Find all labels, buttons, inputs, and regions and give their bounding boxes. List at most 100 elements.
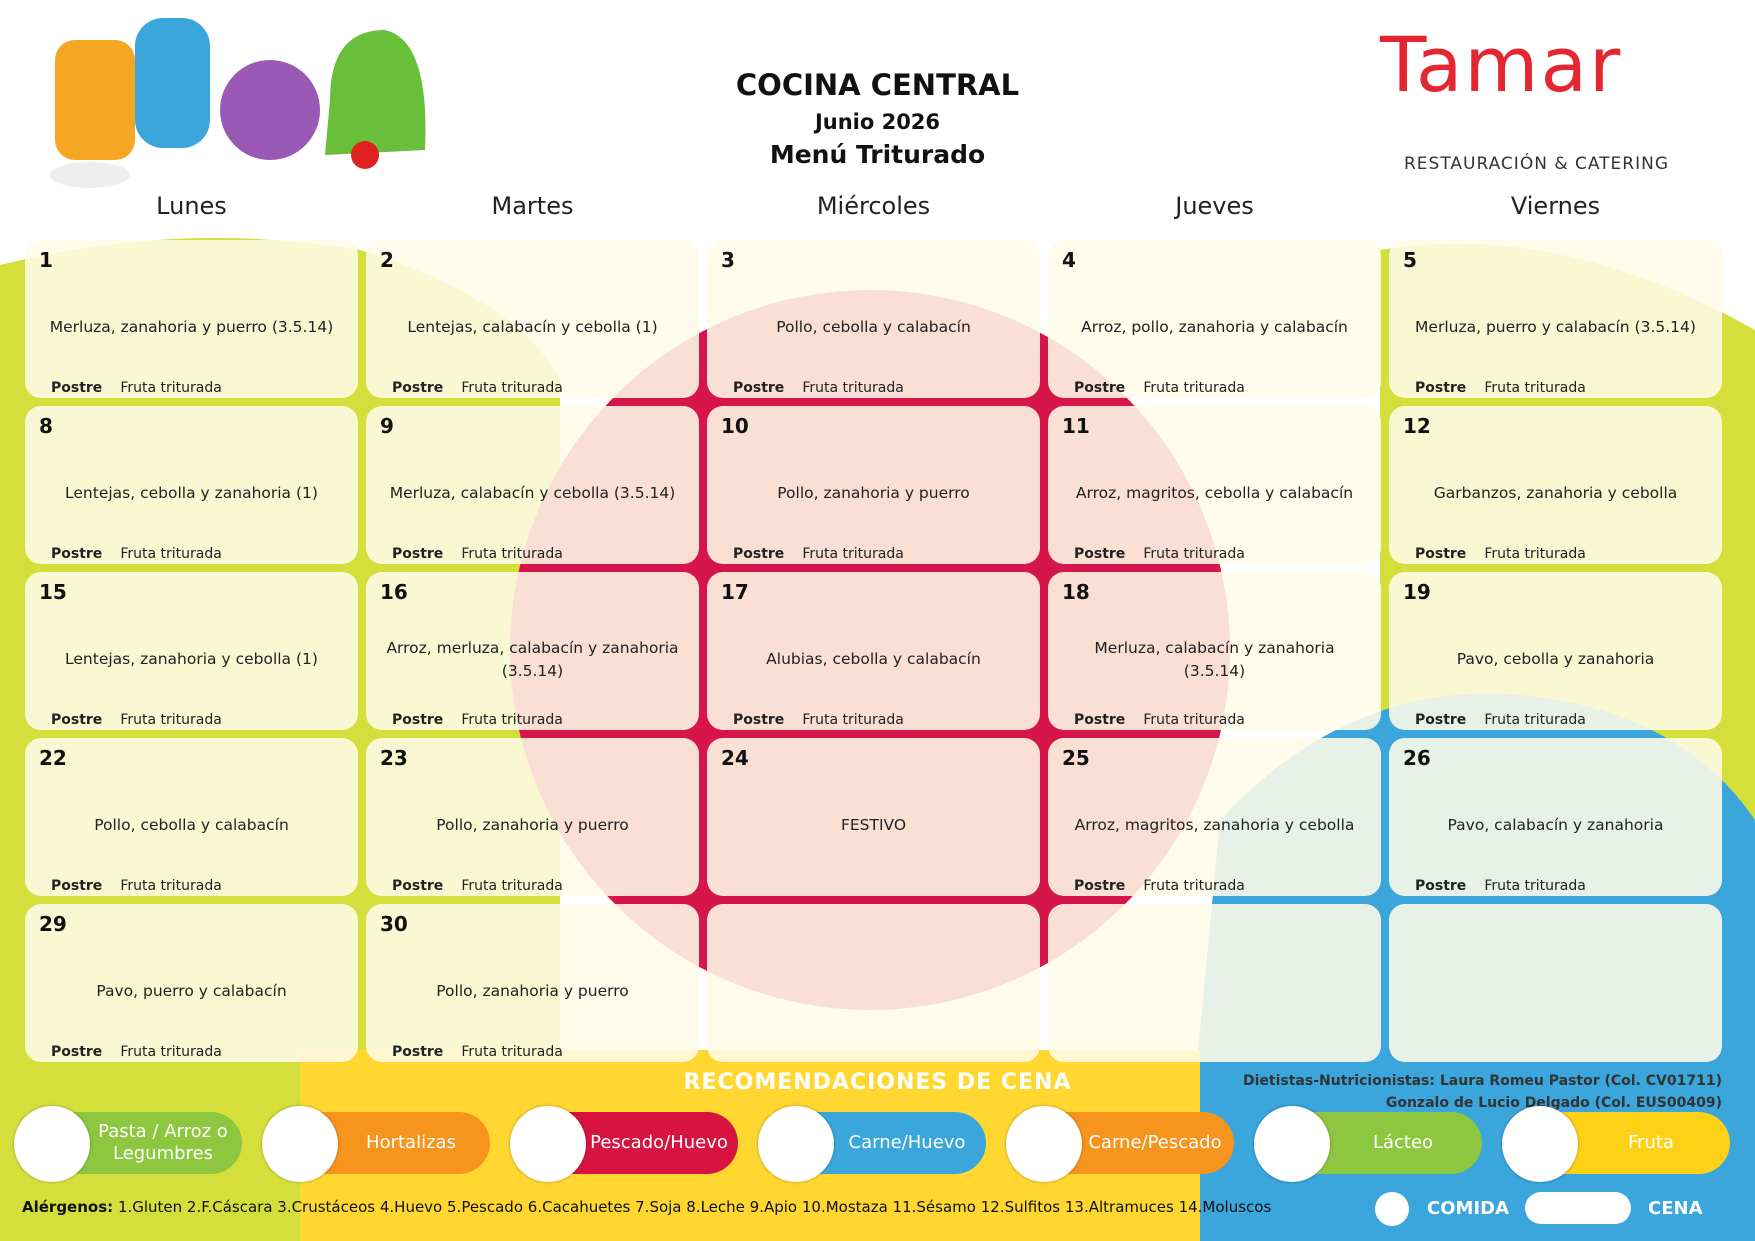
dessert-name: Fruta triturada (120, 546, 222, 562)
dessert-name: Fruta triturada (120, 1044, 222, 1060)
day-number: 11 (1062, 414, 1090, 438)
dessert-name: Fruta triturada (1484, 380, 1586, 396)
dish: Lentejas, zanahoria y cebolla (1) (65, 650, 318, 669)
dessert: Postre Fruta triturada (1415, 546, 1586, 562)
day-number: 16 (380, 580, 408, 604)
dish: Merluza, zanahoria y puerro (3.5.14) (49, 318, 334, 337)
dessert: Postre Fruta triturada (733, 546, 904, 562)
weekday: Lunes (156, 192, 227, 220)
dessert-label: Postre (51, 546, 103, 562)
day-number: 5 (1403, 248, 1417, 272)
day-cell: 4 Arroz, pollo, zanahoria y calabacín Post… (1048, 240, 1381, 398)
dessert: Postre Fruta triturada (51, 1044, 222, 1060)
dessert-label: Postre (392, 1044, 444, 1060)
dessert-label: Postre (51, 380, 103, 396)
day-number: 22 (39, 746, 67, 770)
dish: Pollo, cebolla y calabacín (94, 816, 289, 835)
day-cell (1389, 904, 1722, 1062)
title: COCINA CENTRAL (735, 68, 1020, 102)
allergens-label: Alérgenos: (22, 1198, 114, 1216)
dessert-label: Postre (1415, 712, 1467, 728)
dietitian: Gonzalo de Lucio Delgado (Col. EUS00409) (1385, 1095, 1722, 1111)
dessert-label: Postre (1415, 546, 1467, 562)
dessert: Postre Fruta triturada (1074, 712, 1245, 728)
dessert-name: Fruta triturada (120, 380, 222, 396)
weekday: Jueves (1175, 192, 1254, 220)
dish: Lentejas, cebolla y zanahoria (1) (65, 484, 318, 503)
dessert: Postre Fruta triturada (733, 712, 904, 728)
dessert-label: Postre (392, 380, 444, 396)
dessert: Postre Fruta triturada (1074, 546, 1245, 562)
dish: Pollo, zanahoria y puerro (436, 816, 629, 835)
dessert: Postre Fruta triturada (51, 546, 222, 562)
day-cell: 8 Lentejas, cebolla y zanahoria (1) Postre… (25, 406, 358, 564)
food-icon (510, 1106, 586, 1182)
day-cell: 9 Merluza, calabacín y cebolla (3.5.14) Po… (366, 406, 699, 564)
day-cell: 25 Arroz, magritos, zanahoria y cebolla Po… (1048, 738, 1381, 896)
dessert-name: Fruta triturada (1484, 712, 1586, 728)
dessert-label: Postre (1074, 546, 1126, 562)
dessert: Postre Fruta triturada (392, 878, 563, 894)
day-number: 9 (380, 414, 394, 438)
weekday: Viernes (1510, 192, 1601, 220)
allergens-list: 1.Gluten 2.F.Cáscara 3.Crustáceos 4.Huev… (117, 1198, 1272, 1216)
day-cell: 18 Merluza, calabacín y zanahoria (3.5.14… (1048, 572, 1381, 730)
dessert-label: Postre (392, 712, 444, 728)
dessert: Postre Fruta triturada (392, 546, 563, 562)
day-cell: 12 Garbanzos, zanahoria y cebolla Postre Fr… (1389, 406, 1722, 564)
dessert-label: Postre (733, 712, 785, 728)
dessert-name: Fruta triturada (461, 712, 563, 728)
dessert-label: Postre (51, 1044, 103, 1060)
logo-name: Tamar (1380, 20, 1623, 109)
dessert-name: Fruta triturada (1484, 878, 1586, 894)
day-cell (707, 904, 1040, 1062)
day-cell: 23 Pollo, zanahoria y puerro Postre Fruta t… (366, 738, 699, 896)
dessert-name: Fruta triturada (120, 712, 222, 728)
dessert-name: Fruta triturada (461, 380, 563, 396)
day-number: 24 (721, 746, 749, 770)
legend-label: COMIDA (1427, 1198, 1509, 1219)
dish: Pollo, zanahoria y puerro (436, 982, 629, 1001)
dish: Merluza, calabacín y cebolla (3.5.14) (389, 484, 676, 503)
dessert-name: Fruta triturada (1484, 546, 1586, 562)
food-icon (1006, 1106, 1082, 1182)
day-cell: 5 Merluza, puerro y calabacín (3.5.14) Pos… (1389, 240, 1722, 398)
day-number: 30 (380, 912, 408, 936)
dessert: Postre Fruta triturada (1074, 878, 1245, 894)
dessert: Postre Fruta triturada (392, 380, 563, 396)
dessert-name: Fruta triturada (802, 380, 904, 396)
dish: Arroz, magritos, zanahoria y cebolla (1074, 816, 1355, 835)
day-cell: 17 Alubias, cebolla y calabacín Postre Frut… (707, 572, 1040, 730)
dish: Arroz, merluza, calabacín y zanahoria (3… (386, 638, 679, 680)
dessert-name: Fruta triturada (1143, 878, 1245, 894)
day-cell: 19 Pavo, cebolla y zanahoria Postre Fruta t… (1389, 572, 1722, 730)
weekday: Miércoles (816, 192, 931, 220)
dessert-label: Postre (1074, 878, 1126, 894)
logo-tagline: RESTAURACIÓN & CATERING (1404, 154, 1670, 174)
cena-swatch (1525, 1192, 1631, 1224)
day-number: 4 (1062, 248, 1076, 272)
dessert-label: Postre (1415, 878, 1467, 894)
dish: FESTIVO (840, 816, 907, 835)
dessert-label: Postre (1074, 712, 1126, 728)
comida-swatch (1375, 1192, 1409, 1226)
dessert: Postre Fruta triturada (733, 380, 904, 396)
day-number: 15 (39, 580, 67, 604)
dessert: Postre Fruta triturada (1074, 380, 1245, 396)
day-cell: 15 Lentejas, zanahoria y cebolla (1) Postr… (25, 572, 358, 730)
dessert-name: Fruta triturada (1143, 380, 1245, 396)
day-cell: 29 Pavo, puerro y calabacín Postre Fruta tr… (25, 904, 358, 1062)
day-cell: 22 Pollo, cebolla y calabacín Postre Fruta … (25, 738, 358, 896)
dessert: Postre Fruta triturada (51, 878, 222, 894)
day-number: 26 (1403, 746, 1431, 770)
food-icon (14, 1106, 90, 1182)
day-number: 25 (1062, 746, 1090, 770)
day-number: 2 (380, 248, 394, 272)
dish: Pavo, puerro y calabacín (96, 982, 287, 1001)
day-cell (1048, 904, 1381, 1062)
dessert: Postre Fruta triturada (392, 712, 563, 728)
dish: Pavo, cebolla y zanahoria (1456, 650, 1655, 669)
day-cell: 1 Merluza, zanahoria y puerro (3.5.14) Pos… (25, 240, 358, 398)
dish: Pavo, calabacín y zanahoria (1447, 816, 1664, 835)
